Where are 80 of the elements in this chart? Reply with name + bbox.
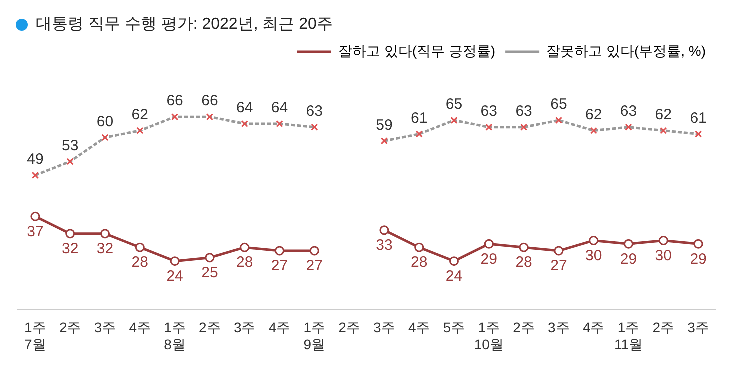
x-tick-label: 2주	[652, 320, 675, 336]
point	[100, 229, 110, 239]
data-label: 63	[516, 103, 532, 120]
x-tick-label: 3주	[234, 320, 256, 336]
data-label: 65	[446, 96, 463, 114]
data-label: 60	[96, 113, 114, 130]
data-label: 30	[655, 247, 672, 264]
data-label: 63	[306, 103, 323, 120]
x-tick-label: 3주	[374, 320, 396, 336]
point	[170, 256, 180, 266]
x-tick-label: 5주	[443, 320, 466, 336]
x-tick-label: 1주 8월	[164, 320, 186, 352]
point	[519, 242, 529, 252]
data-label: 63	[620, 103, 638, 120]
data-label: 33	[376, 237, 393, 254]
data-label: 49	[27, 151, 44, 168]
data-label: 28	[516, 254, 532, 272]
data-label: 28	[236, 254, 254, 272]
point	[484, 239, 494, 249]
point	[310, 246, 320, 256]
point	[450, 256, 459, 266]
data-label: 29	[690, 250, 707, 268]
point	[658, 236, 668, 246]
point	[275, 246, 284, 256]
x-tick-label: 2주	[513, 320, 535, 336]
point	[30, 212, 40, 222]
x-tick-label: 1주 11월	[614, 320, 644, 352]
data-label: 53	[62, 137, 79, 154]
data-label: 62	[586, 106, 602, 124]
data-label: 29	[620, 250, 638, 268]
data-label: 63	[480, 103, 498, 120]
data-label: 61	[411, 110, 428, 127]
point	[624, 239, 634, 249]
data-label: 27	[550, 258, 568, 275]
x-tick-label: 1주 10월	[474, 320, 504, 352]
x-tick-label: 4주	[129, 320, 152, 336]
data-label: 24	[446, 268, 463, 285]
data-label: 30	[586, 247, 602, 264]
data-label: 27	[271, 258, 288, 275]
point	[135, 242, 145, 252]
data-label: 37	[27, 223, 44, 240]
data-label: 64	[236, 100, 254, 117]
x-tick-label: 4주	[268, 320, 291, 336]
x-tick-label: 2주	[199, 320, 221, 336]
x-tick-label: 1주 7월	[24, 320, 46, 352]
point	[240, 242, 250, 252]
data-label: 32	[62, 240, 79, 258]
data-label: 24	[166, 268, 184, 285]
legend-label: 잘못하고 있다(부정률, %)	[546, 42, 706, 59]
data-label: 27	[306, 258, 323, 275]
x-tick-label: 3주	[94, 320, 116, 336]
data-label: 32	[96, 240, 114, 258]
x-tick-label: 4주	[582, 320, 605, 336]
data-label: 62	[132, 106, 148, 124]
point	[66, 229, 76, 239]
x-tick-label: 3주	[688, 320, 710, 336]
data-label: 25	[202, 264, 218, 282]
data-label: 64	[271, 100, 288, 117]
data-label: 66	[166, 92, 184, 110]
data-label: 59	[376, 116, 393, 134]
point	[205, 253, 215, 263]
data-label: 62	[655, 106, 672, 124]
x-tick-label: 3주	[548, 320, 570, 336]
x-tick-label: 2주	[338, 320, 360, 336]
x-tick-label: 2주	[59, 320, 82, 336]
data-label: 61	[690, 110, 707, 127]
data-label: 29	[480, 250, 498, 268]
data-label: 65	[550, 96, 568, 114]
x-tick-label: 1주 9월	[304, 320, 326, 352]
x-tick-label: 4주	[408, 320, 430, 336]
point	[414, 242, 424, 252]
chart-title: 대통령 직무 수행 평가: 2022년, 최근 20주	[36, 15, 333, 35]
data-label: 66	[202, 92, 218, 110]
data-label: 28	[411, 254, 428, 272]
data-label: 28	[132, 254, 148, 272]
point	[694, 239, 704, 249]
legend-label: 잘하고 있다(직무 긍정률)	[338, 42, 496, 59]
point	[554, 246, 564, 256]
point	[380, 226, 390, 236]
point	[589, 236, 599, 246]
